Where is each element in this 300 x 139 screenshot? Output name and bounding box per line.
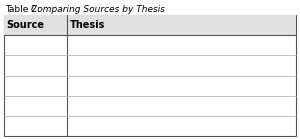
Text: Thesis: Thesis [70,20,105,30]
Bar [4,15,296,35]
Text: Source: Source [6,20,44,30]
Text: Table 2:: Table 2: [5,5,43,14]
Bar [4,15,296,136]
Text: Comparing Sources by Thesis: Comparing Sources by Thesis [31,5,165,14]
